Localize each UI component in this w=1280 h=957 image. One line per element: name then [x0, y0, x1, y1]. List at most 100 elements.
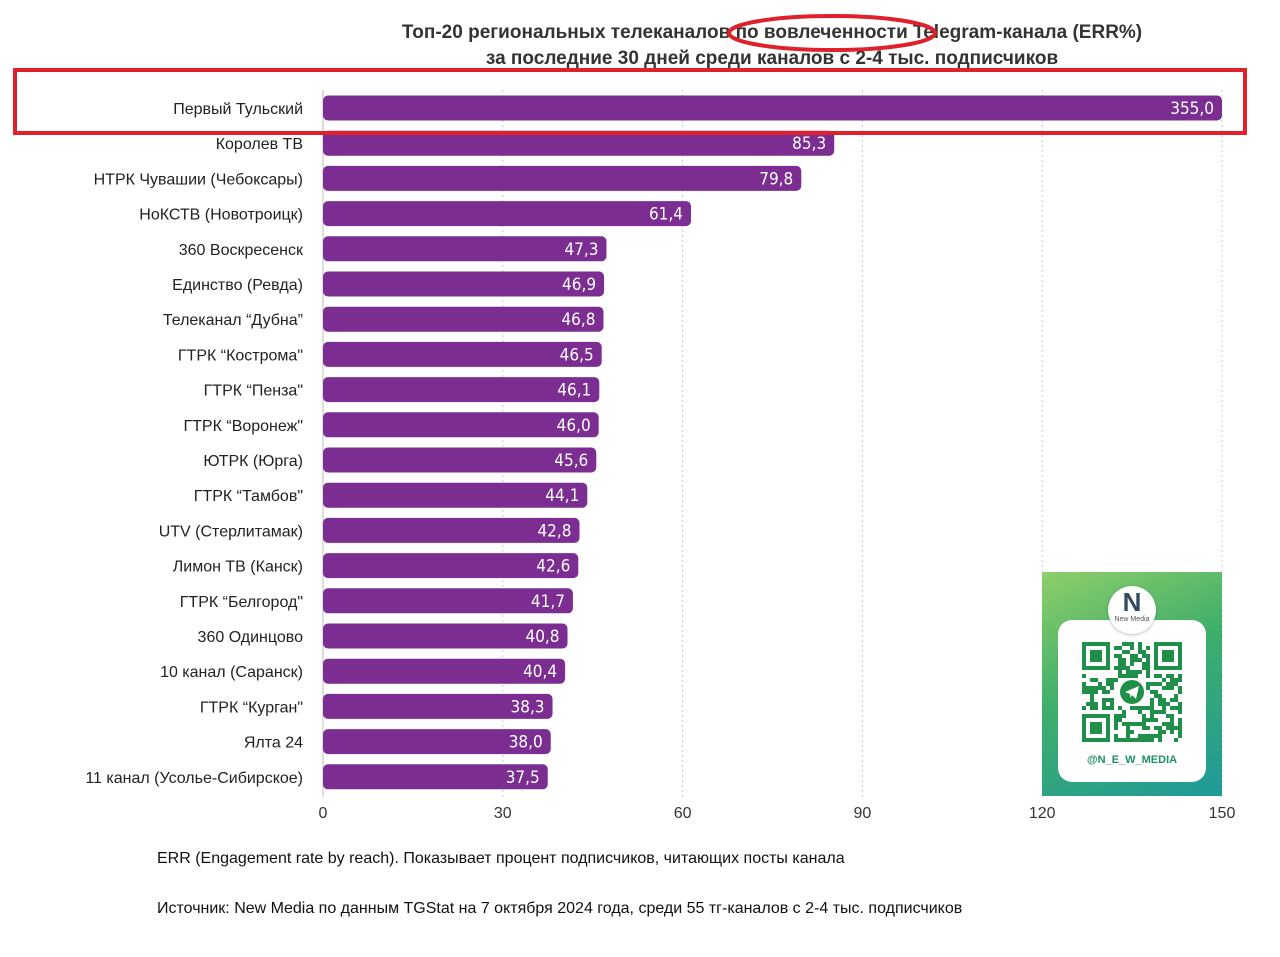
tick-label: 30 — [494, 805, 512, 822]
qr-module — [1118, 738, 1122, 742]
qr-finder-core — [1162, 650, 1174, 662]
category-label: Ялта 24 — [244, 735, 303, 752]
qr-module — [1090, 694, 1094, 698]
qr-module — [1082, 690, 1086, 694]
qr-module — [1150, 702, 1154, 706]
qr-module — [1090, 702, 1094, 706]
bar — [323, 447, 597, 473]
qr-module — [1126, 722, 1130, 726]
category-label: Единство (Ревда) — [172, 277, 303, 294]
qr-module — [1146, 674, 1150, 678]
qr-module — [1150, 710, 1154, 714]
qr-module — [1178, 726, 1182, 730]
qr-module — [1146, 734, 1150, 738]
logo-text: New Media — [1114, 616, 1150, 623]
qr-module — [1134, 674, 1138, 678]
qr-module — [1158, 738, 1162, 742]
qr-module — [1166, 674, 1170, 678]
qr-module — [1138, 658, 1142, 662]
qr-module — [1134, 654, 1138, 658]
qr-module — [1106, 678, 1110, 682]
qr-module — [1138, 670, 1142, 674]
value-label: 45,6 — [554, 451, 588, 471]
qr-module — [1178, 674, 1182, 678]
qr-module — [1122, 658, 1126, 662]
qr-module — [1158, 730, 1162, 734]
qr-module — [1170, 714, 1174, 718]
qr-module — [1170, 682, 1174, 686]
tick-label: 90 — [854, 805, 872, 822]
qr-module — [1142, 726, 1146, 730]
qr-module — [1122, 722, 1126, 726]
qr-module — [1138, 706, 1142, 710]
value-label: 40,4 — [523, 662, 557, 682]
qr-module — [1102, 686, 1106, 690]
tick-label: 60 — [674, 805, 692, 822]
qr-module — [1158, 710, 1162, 714]
value-label: 46,9 — [562, 275, 596, 295]
qr-module — [1110, 686, 1114, 690]
qr-module — [1098, 686, 1102, 690]
qr-module — [1134, 722, 1138, 726]
value-label: 41,7 — [531, 592, 565, 612]
qr-module — [1162, 698, 1166, 702]
qr-module — [1118, 718, 1122, 722]
qr-module — [1142, 722, 1146, 726]
bar — [323, 623, 568, 649]
qr-module — [1138, 646, 1142, 650]
qr-module — [1082, 686, 1086, 690]
qr-module — [1126, 666, 1130, 670]
value-label: 42,6 — [536, 557, 570, 577]
qr-module — [1094, 690, 1098, 694]
qr-module — [1118, 646, 1122, 650]
qr-module — [1130, 730, 1134, 734]
qr-module — [1142, 706, 1146, 710]
category-label: 360 Одинцово — [198, 629, 304, 646]
bar — [323, 588, 573, 614]
qr-module — [1178, 706, 1182, 710]
qr-module — [1166, 702, 1170, 706]
qr-module — [1174, 678, 1178, 682]
qr-module — [1162, 722, 1166, 726]
value-label: 37,5 — [506, 768, 540, 788]
qr-module — [1114, 654, 1118, 658]
qr-module — [1118, 674, 1122, 678]
qr-module — [1154, 718, 1158, 722]
bar — [323, 412, 599, 438]
qr-module — [1114, 718, 1118, 722]
category-label: Первый Тульский — [173, 101, 303, 118]
qr-module — [1122, 738, 1126, 742]
qr-module — [1170, 698, 1174, 702]
qr-module — [1138, 650, 1142, 654]
qr-module — [1118, 658, 1122, 662]
qr-module — [1142, 662, 1146, 666]
bar — [323, 729, 551, 755]
value-label: 46,5 — [560, 345, 594, 365]
qr-module — [1142, 666, 1146, 670]
value-label: 44,1 — [545, 486, 579, 506]
tick-label: 120 — [1029, 805, 1056, 822]
qr-module — [1178, 730, 1182, 734]
qr-module — [1170, 718, 1174, 722]
qr-module — [1094, 686, 1098, 690]
bar — [323, 306, 604, 332]
value-label: 46,0 — [557, 416, 591, 436]
qr-module — [1154, 694, 1158, 698]
qr-module — [1150, 738, 1154, 742]
qr-module — [1082, 706, 1086, 710]
qr-module — [1142, 714, 1146, 718]
qr-module — [1146, 662, 1150, 666]
qr-module — [1130, 646, 1134, 650]
category-label: UTV (Стерлитамак) — [159, 523, 303, 540]
qr-module — [1146, 726, 1150, 730]
bar — [323, 201, 691, 227]
qr-module — [1130, 662, 1134, 666]
category-label: ЮТРК (Юрга) — [203, 453, 303, 470]
qr-module — [1158, 734, 1162, 738]
qr-module — [1178, 718, 1182, 722]
qr-code — [1082, 642, 1182, 742]
qr-module — [1158, 698, 1162, 702]
qr-module — [1174, 698, 1178, 702]
category-label: ГТРК “Тамбов" — [194, 488, 303, 505]
x-axis: 0 30 60 90 120 150 — [319, 805, 1236, 822]
